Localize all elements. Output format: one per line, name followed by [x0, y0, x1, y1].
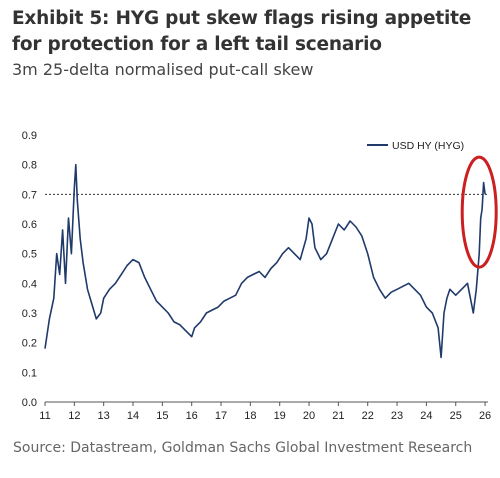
x-tick-label: 24	[420, 410, 432, 422]
y-tick-label: 0.7	[22, 189, 37, 201]
x-tick-label: 15	[156, 410, 168, 422]
y-tick-label: 0.9	[22, 130, 37, 142]
chart-title: Exhibit 5: HYG put skew flags rising app…	[12, 8, 472, 55]
x-tick-label: 19	[274, 410, 286, 422]
y-tick-label: 0.8	[22, 160, 37, 172]
y-tick-label: 0.5	[22, 249, 37, 261]
series-line-usd-hy	[44, 163, 486, 359]
x-tick-label: 14	[127, 410, 139, 422]
y-tick-label: 0.3	[22, 308, 37, 320]
x-tick-label: 21	[332, 410, 344, 422]
highlight-ellipse	[460, 155, 498, 269]
y-tick-label: 0.2	[22, 338, 37, 350]
x-tick-label: 22	[362, 410, 374, 422]
x-tick-label: 20	[303, 410, 315, 422]
y-tick-label: 0.0	[22, 397, 37, 409]
x-tick-label: 26	[479, 410, 491, 422]
x-tick-label: 18	[244, 410, 256, 422]
legend-label: USD HY (HYG)	[392, 140, 464, 152]
x-tick-label: 16	[186, 410, 198, 422]
x-tick-label: 25	[450, 410, 462, 422]
line-chart: 0.00.10.20.30.40.50.60.70.80.9 11 12 13 14 1…	[22, 130, 498, 422]
x-tick-label: 17	[215, 410, 227, 422]
x-axis: 11 12 13 14 15 16 17 18 19 20 21 22 23 24 25 26	[39, 401, 491, 422]
x-tick-label: 12	[68, 410, 80, 422]
y-tick-label: 0.4	[22, 278, 37, 290]
y-axis: 0.0 0.1 0.2 0.3 0.4 0.5 0.6 0.7 0.8 0.9	[22, 130, 37, 409]
legend: USD HY (HYG)	[367, 140, 464, 152]
chart-subtitle: 3m 25-delta normalised put-call skew	[12, 60, 314, 79]
y-tick-label: 0.1	[22, 367, 37, 379]
x-tick-label: 13	[98, 410, 110, 422]
x-tick-label: 11	[39, 410, 50, 422]
source-note: Source: Datastream, Goldman Sachs Global…	[13, 440, 473, 456]
x-tick-label: 23	[391, 410, 403, 422]
y-tick-label: 0.6	[22, 219, 37, 231]
